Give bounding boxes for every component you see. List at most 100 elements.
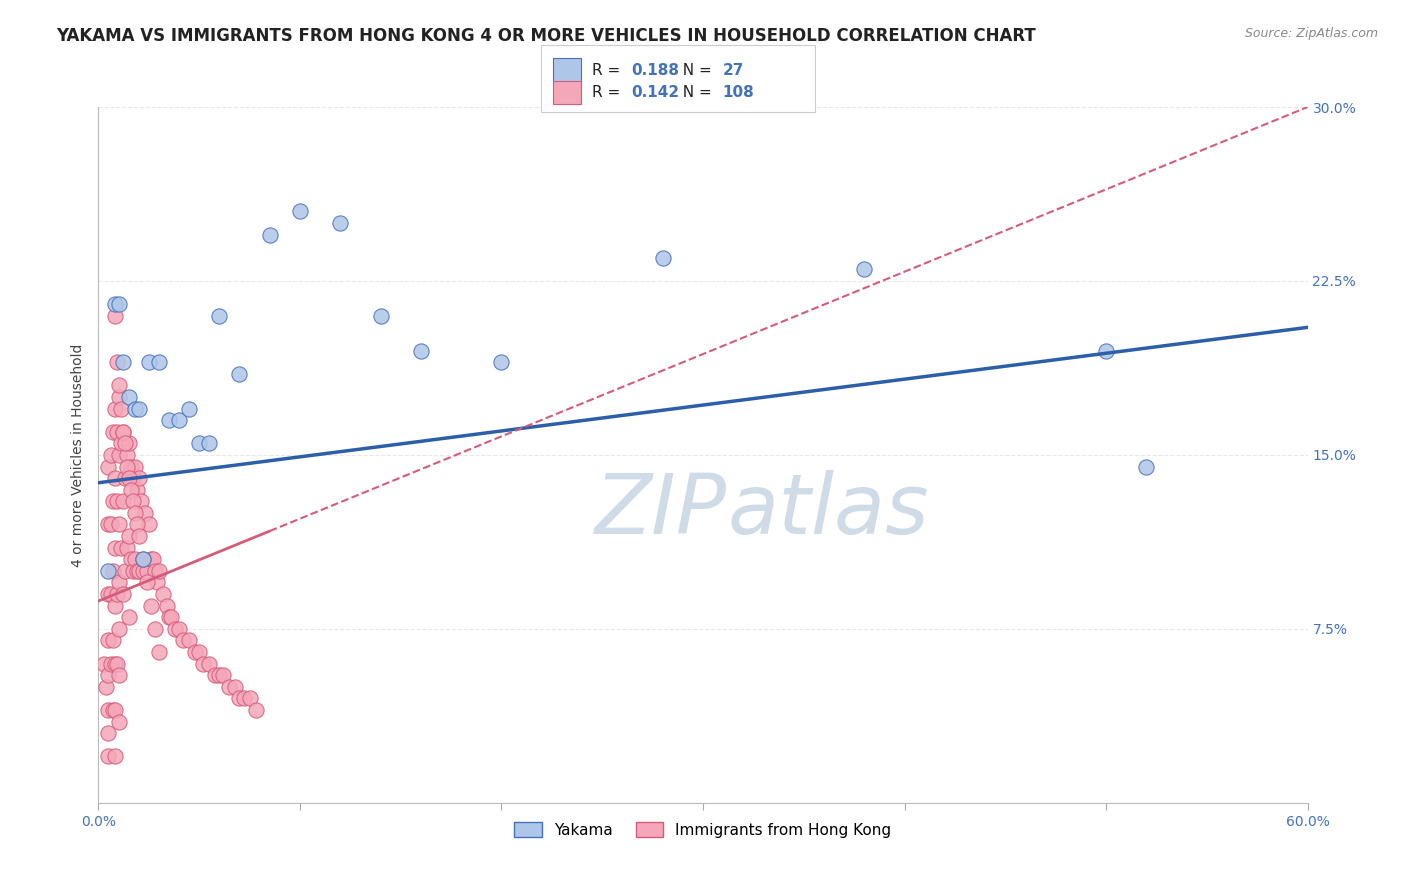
Point <box>107 448 129 462</box>
Text: ZIP: ZIP <box>595 470 727 551</box>
Point <box>148 564 170 578</box>
Point <box>129 494 152 508</box>
Point <box>100 517 122 532</box>
Text: 108: 108 <box>723 86 755 100</box>
Point <box>198 436 221 450</box>
Text: R =: R = <box>592 62 626 78</box>
Point <box>212 668 235 682</box>
Point <box>103 401 125 416</box>
Point <box>157 413 180 427</box>
Point <box>228 367 250 381</box>
Point <box>184 645 207 659</box>
Point <box>135 575 157 590</box>
Point <box>120 483 142 497</box>
Point <box>115 448 138 462</box>
Point <box>193 657 215 671</box>
Point <box>97 633 120 648</box>
Point <box>135 564 157 578</box>
Point <box>115 459 138 474</box>
Point <box>156 599 179 613</box>
Point <box>124 459 146 474</box>
Point <box>134 506 156 520</box>
Point <box>103 541 125 555</box>
Point <box>132 564 155 578</box>
Point <box>118 610 141 624</box>
Point <box>152 587 174 601</box>
Point <box>103 749 125 764</box>
Point <box>218 680 240 694</box>
Point <box>139 552 162 566</box>
Point <box>107 714 129 729</box>
Point <box>107 622 129 636</box>
Point <box>111 494 134 508</box>
Point <box>103 703 125 717</box>
Point <box>651 251 673 265</box>
Point <box>97 587 120 601</box>
Point <box>105 657 128 671</box>
Point <box>97 668 120 682</box>
Point <box>118 436 141 450</box>
Point <box>146 575 169 590</box>
Point <box>120 552 142 566</box>
Point <box>114 564 136 578</box>
Point <box>208 309 231 323</box>
Point <box>107 297 129 311</box>
Point <box>110 541 132 555</box>
Point <box>111 355 134 369</box>
Point <box>121 564 143 578</box>
Point <box>107 575 129 590</box>
Point <box>132 552 155 566</box>
Point <box>124 506 146 520</box>
Point <box>124 401 146 416</box>
Point <box>103 471 125 485</box>
Point <box>107 378 129 392</box>
Point <box>245 703 267 717</box>
Point <box>370 309 392 323</box>
Point <box>125 517 148 532</box>
Point <box>111 425 134 439</box>
Point <box>132 552 155 566</box>
Point <box>143 622 166 636</box>
Point <box>101 703 124 717</box>
Point <box>288 204 311 219</box>
Text: 0.188: 0.188 <box>631 62 679 78</box>
Point <box>103 599 125 613</box>
Point <box>101 633 124 648</box>
Point <box>101 494 124 508</box>
Text: 27: 27 <box>723 62 744 78</box>
Point <box>107 517 129 532</box>
Y-axis label: 4 or more Vehicles in Household: 4 or more Vehicles in Household <box>72 343 86 566</box>
Point <box>103 309 125 323</box>
Point <box>105 494 128 508</box>
Point <box>167 413 190 427</box>
Point <box>139 599 162 613</box>
Point <box>118 390 141 404</box>
Point <box>121 494 143 508</box>
Point <box>107 390 129 404</box>
Point <box>111 587 134 601</box>
Point <box>491 355 513 369</box>
Point <box>107 668 129 682</box>
Point <box>128 471 150 485</box>
Text: 0.142: 0.142 <box>631 86 679 100</box>
Point <box>97 726 120 740</box>
Point <box>204 668 226 682</box>
Point <box>142 552 165 566</box>
Point <box>100 587 122 601</box>
Point <box>97 703 120 717</box>
Point <box>160 610 183 624</box>
Point <box>96 680 118 694</box>
Point <box>138 517 160 532</box>
Point <box>157 610 180 624</box>
Point <box>167 622 190 636</box>
Point <box>853 262 876 277</box>
Point <box>115 541 138 555</box>
Point <box>125 564 148 578</box>
Text: Source: ZipAtlas.com: Source: ZipAtlas.com <box>1244 27 1378 40</box>
Point <box>179 401 201 416</box>
Point <box>172 633 194 648</box>
Text: N =: N = <box>673 86 717 100</box>
Point <box>128 529 150 543</box>
Point <box>121 471 143 485</box>
Point <box>128 564 150 578</box>
